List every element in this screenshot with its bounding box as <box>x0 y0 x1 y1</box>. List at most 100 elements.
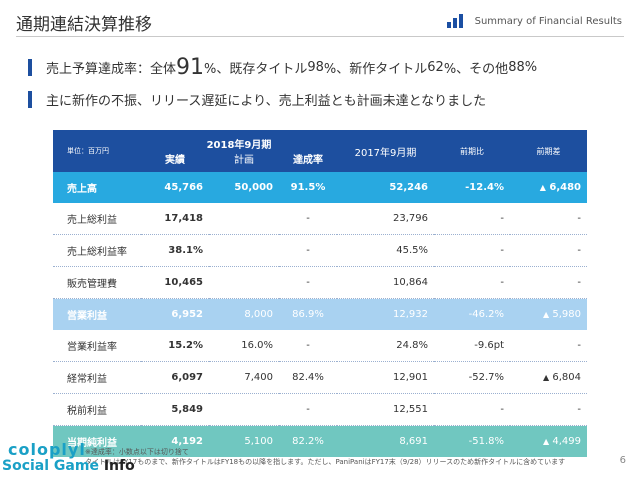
bullet-bar <box>28 90 32 108</box>
fy2018-header: 2018年9月期 実績 計画 達成率 <box>141 130 337 172</box>
actual-cell: 17,418 <box>141 203 209 235</box>
row-label: 売上総利益 <box>53 203 141 235</box>
yoy-cell: -51.8% <box>434 425 510 457</box>
row-label: 営業利益率 <box>53 330 141 362</box>
actual-cell: 45,766 <box>141 172 209 203</box>
bullet-achievement: 売上予算達成率：全体 91 %、既存タイトル 98 %、新作タイトル 62 %、その他 88% <box>28 55 538 80</box>
row-label: 販売管理費 <box>53 266 141 299</box>
achievement-cell: - <box>279 203 337 235</box>
plan-cell <box>209 234 279 267</box>
diff-cell: - <box>510 234 587 267</box>
achievement-cell: - <box>279 266 337 299</box>
plan-cell <box>209 266 279 299</box>
achievement-cell: - <box>279 234 337 267</box>
yoy-cell: - <box>434 393 510 426</box>
fy2017-header: 2017年9月期 <box>337 130 434 172</box>
diff-arrow-icon: ▲ <box>539 183 546 192</box>
bullet-seg2: %、新作タイトル <box>323 61 428 77</box>
diff-cell: - <box>510 266 587 299</box>
bullet-reason: 主に新作の不振、リリース遅延により、売上利益とも計画未達となりました <box>28 90 487 109</box>
financial-table: 単位：百万円 2018年9月期 実績 計画 達成率 2017年9月期 前期比 前… <box>53 130 587 457</box>
row-label: 売上高 <box>53 172 141 203</box>
yoy-cell: - <box>434 266 510 299</box>
actual-cell: 10,465 <box>141 266 209 299</box>
total-achievement-value: 91 <box>176 54 205 80</box>
table-row: 売上総利益率 38.1% -45.5% - - <box>53 234 587 267</box>
prior-cell: 52,246 <box>337 172 434 203</box>
summary-text: Summary of Financial Results <box>474 15 622 27</box>
bullet-bar <box>28 58 32 76</box>
bar-chart-icon <box>446 14 469 28</box>
table-row: 売上総利益 17,418-23,796- - <box>53 203 587 235</box>
diff-value: 6,480 <box>549 182 581 193</box>
plan-cell: 50,000 <box>209 172 279 203</box>
diff-cell: - <box>510 330 587 362</box>
prior-cell: 24.8% <box>337 330 434 362</box>
table-row: 営業利益 6,952 8,000 86.9% 12,932 -46.2% ▲ 5,980 <box>53 298 587 330</box>
table-row: 営業利益率 15.2% 16.0% -24.8% -9.6pt - <box>53 330 587 362</box>
row-label: 売上総利益率 <box>53 234 141 267</box>
achievement-cell: - <box>279 330 337 362</box>
actual-cell: 5,849 <box>141 393 209 426</box>
other-achievement-value: 88 <box>508 59 525 75</box>
yoy-cell: -12.4% <box>434 172 510 203</box>
prior-cell: 12,551 <box>337 393 434 426</box>
bullet-seg1: %、既存タイトル <box>204 61 308 77</box>
diff-value: 5,980 <box>552 309 581 320</box>
actual-cell: 15.2% <box>141 330 209 362</box>
fy2018-label: 2018年9月期 <box>206 140 272 151</box>
yoy-cell: - <box>434 203 510 235</box>
achievement-cell: 82.4% <box>279 361 337 394</box>
table-row: 売上高 45,766 50,000 91.5% 52,246 -12.4% ▲ 6,480 <box>53 172 587 203</box>
actual-cell: 38.1% <box>141 234 209 267</box>
footnote-2: タイトルはFY17ものまで、新作タイトルはFY18もの以降を指します。ただし、P… <box>85 458 566 466</box>
plan-cell <box>209 393 279 426</box>
yoy-cell: - <box>434 234 510 267</box>
table-header-row: 単位：百万円 2018年9月期 実績 計画 達成率 2017年9月期 前期比 前… <box>53 130 587 172</box>
plan-cell: 7,400 <box>209 361 279 394</box>
table-row: 税前利益 5,849-12,551- - <box>53 393 587 426</box>
prior-cell: 12,932 <box>337 298 434 330</box>
diff-arrow-icon: ▲ <box>543 373 550 382</box>
table-row: 当期純利益 4,192 5,100 82.2% 8,691 -51.8% ▲ 4,499 <box>53 425 587 457</box>
prior-cell: 45.5% <box>337 234 434 267</box>
bullet-suffix: % <box>524 59 538 75</box>
achievement-cell: 86.9% <box>279 298 337 330</box>
bullet-seg3: %、その他 <box>443 61 509 77</box>
row-label: 税前利益 <box>53 393 141 426</box>
prior-cell: 8,691 <box>337 425 434 457</box>
footnotes: ※達成率：小数点以下は切り捨て タイトルはFY17ものまで、新作タイトルはFY1… <box>85 447 565 467</box>
diff-cell: ▲ 4,499 <box>510 425 587 457</box>
plan-cell: 16.0% <box>209 330 279 362</box>
existing-achievement-value: 98 <box>307 59 324 75</box>
achievement-cell: 82.2% <box>279 425 337 457</box>
yoy-cell: -46.2% <box>434 298 510 330</box>
diff-arrow-icon: ▲ <box>543 310 550 319</box>
page-number: 6 <box>619 455 626 466</box>
plan-cell: 8,000 <box>209 298 279 330</box>
summary-label: Summary of Financial Results <box>446 14 622 28</box>
diff-header: 前期差 <box>510 130 587 172</box>
page-title: 通期連結決算推移 <box>16 15 152 35</box>
diff-cell: - <box>510 203 587 235</box>
bullet-reason-text: 主に新作の不振、リリース遅延により、売上利益とも計画未達となりました <box>46 93 487 109</box>
diff-cell: - <box>510 393 587 426</box>
new-achievement-value: 62 <box>427 59 444 75</box>
actual-cell: 4,192 <box>141 425 209 457</box>
actual-header: 実績 <box>165 155 185 166</box>
plan-header: 計画 <box>234 155 254 166</box>
diff-arrow-icon: ▲ <box>543 437 550 446</box>
row-label: 経常利益 <box>53 361 141 394</box>
yoy-cell: -52.7% <box>434 361 510 394</box>
table-row: 販売管理費 10,465-10,864- - <box>53 266 587 299</box>
diff-value: 6,804 <box>552 372 581 383</box>
yoy-cell: -9.6pt <box>434 330 510 362</box>
unit-label: 単位：百万円 <box>53 130 141 172</box>
prior-cell: 23,796 <box>337 203 434 235</box>
yoy-header: 前期比 <box>434 130 510 172</box>
prior-cell: 10,864 <box>337 266 434 299</box>
row-label: 当期純利益 <box>53 425 141 457</box>
achievement-header: 達成率 <box>293 155 323 166</box>
bullet-prefix: 売上予算達成率：全体 <box>46 61 177 77</box>
plan-cell: 5,100 <box>209 425 279 457</box>
